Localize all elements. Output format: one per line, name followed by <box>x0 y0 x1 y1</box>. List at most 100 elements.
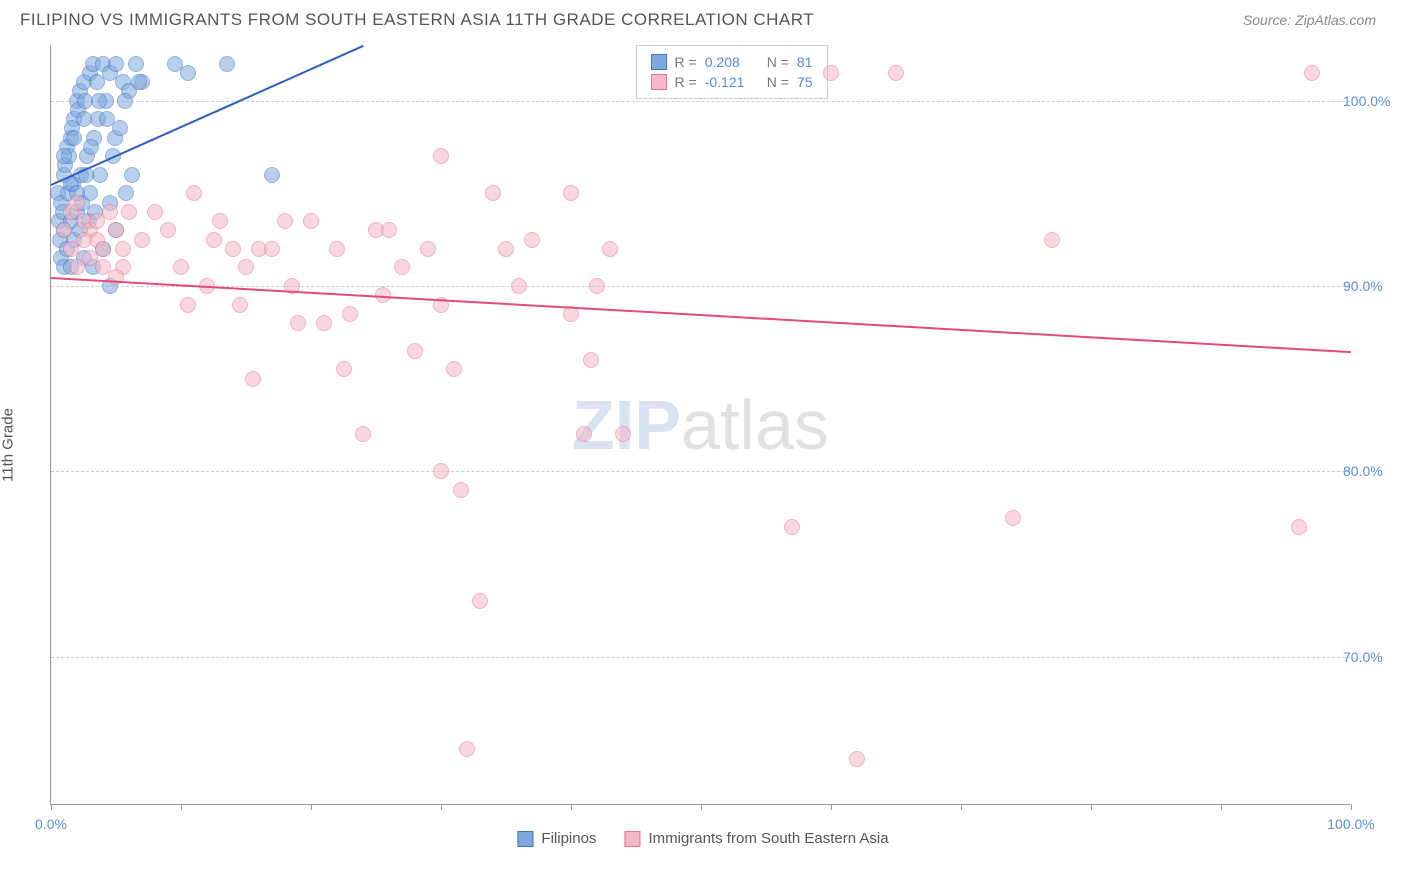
data-point <box>108 222 124 238</box>
data-point <box>823 65 839 81</box>
data-point <box>303 213 319 229</box>
r-value: -0.121 <box>705 74 753 90</box>
data-point <box>329 241 345 257</box>
x-tick-label: 0.0% <box>35 816 67 832</box>
x-tick <box>961 804 962 810</box>
data-point <box>277 213 293 229</box>
data-point <box>56 148 72 164</box>
data-point <box>232 297 248 313</box>
data-point <box>186 185 202 201</box>
data-point <box>118 185 134 201</box>
r-value: 0.208 <box>705 54 753 70</box>
watermark-atlas: atlas <box>681 386 829 464</box>
data-point <box>446 361 462 377</box>
data-point <box>498 241 514 257</box>
source-attribution: Source: ZipAtlas.com <box>1243 12 1376 28</box>
x-tick <box>831 804 832 810</box>
data-point <box>407 343 423 359</box>
y-tick-label: 90.0% <box>1343 278 1398 294</box>
watermark: ZIPatlas <box>572 385 829 465</box>
data-point <box>225 241 241 257</box>
gridline <box>51 101 1350 102</box>
series-name: Filipinos <box>541 830 596 847</box>
data-point <box>91 93 107 109</box>
data-point <box>888 65 904 81</box>
y-tick-label: 80.0% <box>1343 463 1398 479</box>
data-point <box>1304 65 1320 81</box>
legend-swatch <box>651 54 667 70</box>
x-tick <box>571 804 572 810</box>
data-point <box>264 241 280 257</box>
data-point <box>1005 510 1021 526</box>
data-point <box>219 56 235 72</box>
trend-line <box>51 277 1351 353</box>
n-label: N = <box>767 74 789 90</box>
data-point <box>615 426 631 442</box>
data-point <box>160 222 176 238</box>
data-point <box>112 120 128 136</box>
data-point <box>76 232 92 248</box>
data-point <box>128 56 144 72</box>
gridline <box>51 657 1350 658</box>
data-point <box>420 241 436 257</box>
data-point <box>147 204 163 220</box>
legend-row: R =0.208N =81 <box>651 52 813 72</box>
data-point <box>290 315 306 331</box>
data-point <box>115 241 131 257</box>
x-tick <box>311 804 312 810</box>
data-point <box>849 751 865 767</box>
data-point <box>583 352 599 368</box>
data-point <box>134 232 150 248</box>
data-point <box>1044 232 1060 248</box>
data-point <box>433 148 449 164</box>
data-point <box>433 463 449 479</box>
data-point <box>336 361 352 377</box>
data-point <box>576 426 592 442</box>
watermark-zip: ZIP <box>572 386 681 464</box>
data-point <box>117 93 133 109</box>
data-point <box>124 167 140 183</box>
data-point <box>524 232 540 248</box>
legend-swatch <box>651 74 667 90</box>
data-point <box>784 519 800 535</box>
gridline <box>51 286 1350 287</box>
data-point <box>472 593 488 609</box>
data-point <box>485 185 501 201</box>
data-point <box>381 222 397 238</box>
r-label: R = <box>675 54 697 70</box>
r-label: R = <box>675 74 697 90</box>
x-tick <box>1091 804 1092 810</box>
legend-swatch <box>517 831 533 847</box>
gridline <box>51 471 1350 472</box>
data-point <box>589 278 605 294</box>
data-point <box>89 213 105 229</box>
data-point <box>180 297 196 313</box>
n-value: 81 <box>797 54 813 70</box>
data-point <box>316 315 332 331</box>
y-axis-label: 11th Grade <box>0 408 17 482</box>
series-name: Immigrants from South Eastern Asia <box>648 830 888 847</box>
data-point <box>173 259 189 275</box>
x-tick <box>1351 804 1352 810</box>
data-point <box>459 741 475 757</box>
data-point <box>76 111 92 127</box>
data-point <box>92 167 108 183</box>
x-tick <box>1221 804 1222 810</box>
data-point <box>69 195 85 211</box>
data-point <box>206 232 222 248</box>
plot-area: ZIPatlas R =0.208N =81R =-0.121N =75 70.… <box>50 45 1350 805</box>
chart-title: FILIPINO VS IMMIGRANTS FROM SOUTH EASTER… <box>20 10 814 30</box>
data-point <box>238 259 254 275</box>
data-point <box>1291 519 1307 535</box>
data-point <box>342 306 358 322</box>
legend-swatch <box>624 831 640 847</box>
data-point <box>511 278 527 294</box>
y-tick-label: 100.0% <box>1343 93 1398 109</box>
data-point <box>56 222 72 238</box>
data-point <box>394 259 410 275</box>
data-point <box>212 213 228 229</box>
y-tick-label: 70.0% <box>1343 649 1398 665</box>
series-legend-item: Immigrants from South Eastern Asia <box>624 830 888 847</box>
data-point <box>121 204 137 220</box>
chart-container: 11th Grade ZIPatlas R = 0.208 N = 81 R = -0.1… <box>0 35 1406 855</box>
